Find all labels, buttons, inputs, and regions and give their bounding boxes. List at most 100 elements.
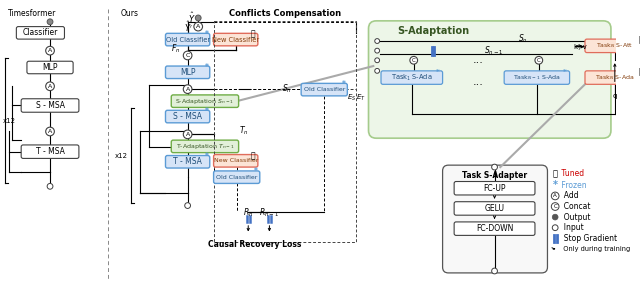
FancyBboxPatch shape [166,66,210,79]
Text: A: A [554,193,557,198]
Text: T - MSA: T - MSA [173,157,202,166]
Text: Add: Add [559,191,579,200]
FancyBboxPatch shape [21,145,79,158]
Text: $F_n$: $F_n$ [172,42,180,55]
Text: *: * [205,30,209,39]
Text: Causal Recovery Loss: Causal Recovery Loss [208,240,301,249]
FancyBboxPatch shape [166,156,210,168]
Text: *: * [563,69,566,75]
Text: Stop Gradient: Stop Gradient [559,234,617,243]
Circle shape [375,39,380,43]
Text: *: * [342,80,346,89]
Circle shape [375,48,380,53]
Circle shape [183,130,192,139]
Text: *: * [205,107,209,116]
FancyBboxPatch shape [504,71,570,84]
Text: A: A [196,24,200,29]
FancyBboxPatch shape [585,71,640,84]
Text: ...: ... [473,77,484,88]
Text: C: C [412,58,415,63]
FancyBboxPatch shape [214,171,260,183]
FancyBboxPatch shape [585,39,640,53]
Circle shape [551,203,559,210]
Text: Frozen: Frozen [559,181,587,190]
Circle shape [185,203,191,208]
Text: Tuned: Tuned [559,169,584,178]
Text: 🔥: 🔥 [251,151,255,160]
Text: *: * [205,63,209,71]
Text: Task$_1$ S-Ada: Task$_1$ S-Ada [391,73,433,83]
Text: S-Adaptation: S-Adaptation [397,26,469,36]
Circle shape [47,183,53,189]
Text: Only during training: Only during training [559,246,630,252]
Text: $R_{n-1}$: $R_{n-1}$ [259,206,280,218]
Text: $E_T$: $E_T$ [356,93,365,103]
Circle shape [47,19,53,25]
Text: MLP: MLP [180,68,195,77]
Text: FC-UP: FC-UP [483,184,506,193]
Text: $S_n$: $S_n$ [282,83,292,95]
Text: A: A [48,84,52,89]
Text: $\hat{Y}$: $\hat{Y}$ [188,11,195,25]
Text: $T_n$: $T_n$ [239,124,248,137]
FancyBboxPatch shape [166,33,210,46]
Circle shape [183,51,192,60]
Text: New Classifier: New Classifier [212,36,259,42]
FancyBboxPatch shape [454,181,535,195]
Circle shape [194,22,202,31]
FancyBboxPatch shape [369,21,611,138]
Circle shape [45,82,54,91]
FancyBboxPatch shape [172,140,239,153]
Text: C: C [186,53,190,58]
Text: *: * [205,152,209,161]
Text: k, v: k, v [574,44,586,50]
Text: *: * [254,167,258,177]
FancyBboxPatch shape [214,33,258,46]
Text: Task$_N$ S-Ada: Task$_N$ S-Ada [595,73,635,82]
Text: Concat: Concat [559,202,591,211]
Text: Ours: Ours [120,9,138,18]
FancyBboxPatch shape [381,71,443,84]
Text: Task S-Adapter: Task S-Adapter [462,171,527,180]
Text: $E_S$: $E_S$ [346,93,356,103]
Text: *: * [436,69,440,75]
Text: C: C [554,204,557,209]
Text: x12: x12 [115,152,128,158]
Circle shape [45,46,54,55]
Text: *: * [553,180,557,190]
FancyBboxPatch shape [454,222,535,235]
Text: x12: x12 [3,118,16,124]
Text: Task$_{N-1}$ S-Ada: Task$_{N-1}$ S-Ada [513,73,561,82]
Circle shape [535,57,543,64]
Circle shape [375,69,380,73]
Text: 🔥: 🔥 [639,36,640,44]
Text: $S_{n-1}$: $S_{n-1}$ [484,44,504,57]
Circle shape [551,192,559,200]
Text: 🔥: 🔥 [639,67,640,76]
Circle shape [183,85,192,94]
Text: A: A [186,87,189,92]
FancyBboxPatch shape [27,61,73,74]
Circle shape [492,164,497,170]
Circle shape [410,57,417,64]
Text: Output: Output [559,213,591,222]
Text: MLP: MLP [42,63,58,72]
FancyBboxPatch shape [301,83,348,96]
Text: Task$_N$ S-Att: Task$_N$ S-Att [596,41,634,50]
Text: q: q [612,93,617,99]
Text: A: A [48,48,52,53]
Circle shape [375,58,380,63]
Bar [214,21,356,242]
FancyBboxPatch shape [454,202,535,215]
Text: GELU: GELU [484,204,504,213]
Text: Classifier: Classifier [23,28,58,37]
Text: Timesformer: Timesformer [8,9,56,18]
Circle shape [195,15,201,21]
Circle shape [492,268,497,274]
Circle shape [45,127,54,136]
Text: T-Adaptation $T_{n-1}$: T-Adaptation $T_{n-1}$ [175,142,234,151]
FancyBboxPatch shape [21,99,79,112]
Text: New Classifier: New Classifier [214,158,258,163]
Text: FC-DOWN: FC-DOWN [476,224,513,233]
Text: $R_n$: $R_n$ [243,206,253,218]
